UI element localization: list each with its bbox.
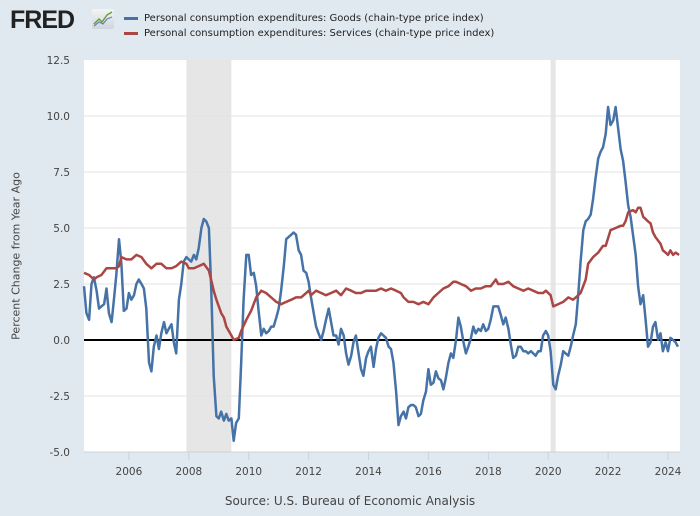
y-tick-label: -2.5 [50,391,71,403]
fred-logo[interactable]: FRED [10,6,75,34]
series-group [82,105,680,443]
x-tick-label: 2020 [535,466,562,478]
recession-band [550,60,556,452]
x-tick-label: 2022 [595,466,622,478]
gridlines [84,115,680,397]
plot-area [84,60,680,452]
series-line-services [83,206,680,342]
x-tick-label: 2014 [355,466,382,478]
x-tick-label: 2024 [655,466,682,478]
y-tick-label: 2.5 [53,279,70,291]
x-axis-ticks: 2006 2008 2010 2012 2014 2016 2018 2020 2022 2024 [116,452,682,478]
y-axis-label-text: Percent Change from Year Ago [9,172,23,340]
y-tick-label: 7.5 [53,167,70,179]
y-tick-label: -5.0 [50,447,71,459]
legend-swatch-services [124,31,138,35]
legend-label-services: Personal consumption expenditures: Servi… [144,28,495,39]
legend-swatch-goods [124,16,138,20]
x-tick-label: 2006 [116,466,143,478]
y-tick-label: 0.0 [53,335,70,347]
y-tick-label: 10.0 [47,111,70,123]
source-note: Source: U.S. Bureau of Economic Analysis [224,494,476,508]
x-tick-label: 2008 [175,466,202,478]
x-tick-label: 2018 [475,466,502,478]
line-chart-icon [92,9,114,29]
y-tick-label: 5.0 [53,223,70,235]
x-tick-label: 2016 [415,466,442,478]
y-axis-ticks: -5.0 -2.5 0.0 2.5 5.0 7.5 10.0 12.5 [47,55,70,459]
legend-label-goods: Personal consumption expenditures: Goods… [144,13,484,24]
y-tick-label: 12.5 [47,55,70,67]
y-axis-label: Percent Change from Year Ago [6,60,26,452]
x-tick-label: 2010 [235,466,262,478]
series-line-goods [82,105,680,443]
x-tick-label: 2012 [295,466,322,478]
legend-item-goods[interactable]: Personal consumption expenditures: Goods… [124,12,484,26]
legend-item-services[interactable]: Personal consumption expenditures: Servi… [124,27,494,41]
